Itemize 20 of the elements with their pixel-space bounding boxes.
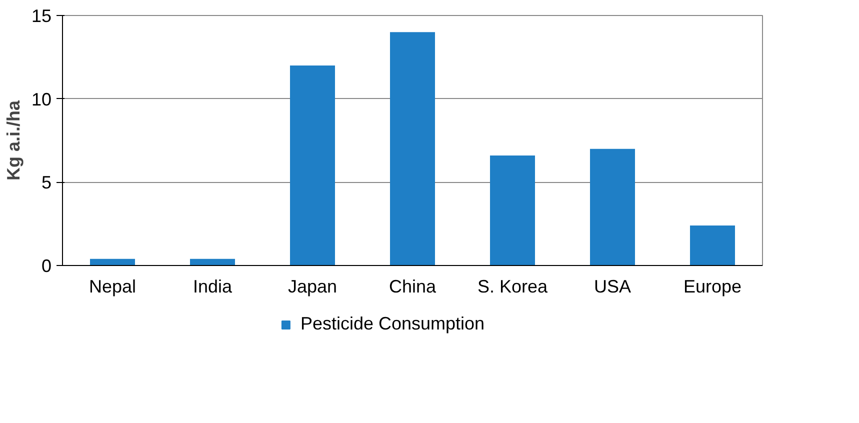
x-tick-label: India — [192, 276, 234, 296]
x-tick-label: Nepal — [88, 276, 136, 296]
y-axis-title: Kg a.i./ha — [3, 100, 24, 181]
x-tick-label: China — [388, 276, 438, 296]
bar — [390, 32, 435, 266]
x-tick-label: Japan — [288, 276, 338, 296]
x-tick-label: S. Korea — [477, 276, 549, 296]
legend-label: Pesticide Consumption — [300, 314, 485, 334]
bar — [190, 258, 235, 266]
bar — [290, 66, 335, 266]
y-tick-label: 15 — [31, 6, 52, 26]
y-tick-label: 0 — [41, 256, 52, 276]
x-tick-label: USA — [594, 276, 632, 296]
y-tick-label: 5 — [41, 172, 52, 193]
x-tick-label: Europe — [683, 276, 742, 296]
bar — [490, 156, 535, 266]
bar — [590, 148, 635, 266]
bar — [690, 226, 735, 266]
bar — [90, 258, 135, 266]
y-tick-label: 10 — [31, 89, 52, 110]
